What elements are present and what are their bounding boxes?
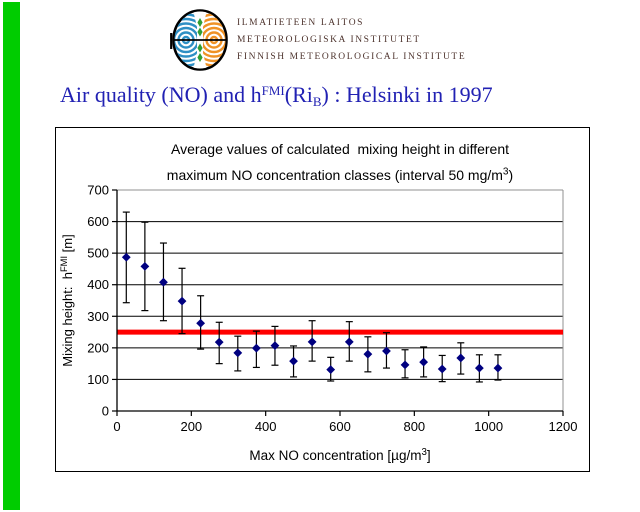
data-point-diamond [251,343,261,353]
x-tick-label: 0 [113,419,120,434]
data-point-diamond [140,262,150,271]
x-tick-label: 200 [180,419,202,434]
y-tick-label: 200 [87,340,109,355]
data-point-diamond [233,348,243,358]
chart-title-line1: Average values of calculated mixing heig… [171,141,509,157]
data-point-diamond [400,360,410,370]
y-tick-label: 300 [87,309,109,324]
y-tick-label: 0 [102,404,109,419]
data-point-diamond [121,252,131,262]
data-point-diamond [159,277,168,287]
x-tick-label: 800 [403,419,425,434]
y-tick-label: 500 [87,246,109,261]
x-axis-label: Max NO concentration [µg/m3] [249,447,430,463]
x-tick-label: 1000 [474,419,503,434]
fmi-logo-graphic [170,9,228,71]
fmi-logo [170,8,230,72]
institute-name-fi: ILMATIETEEN LAITOS [237,18,365,28]
institute-name-block: ILMATIETEEN LAITOS METEOROLOGISKA INSTIT… [237,15,466,66]
data-point-diamond [196,318,206,328]
data-point-diamond [326,365,336,375]
data-point-diamond [270,341,280,351]
data-point-diamond [177,296,187,306]
y-tick-label: 400 [87,277,109,292]
data-point-diamond [437,364,447,374]
chart-svg: 0 100 200 300 400 500 600 700 0 200 400 600 800 1000 1… [59,141,578,463]
x-tick-label: 1200 [549,419,578,434]
data-point-diamond [474,363,484,373]
page-title: Air quality (NO) and hFMI(RiB) : Helsink… [60,82,493,109]
data-point-diamond [419,357,429,367]
logo-green-leaves [197,18,203,62]
chart-title-line2: maximum NO concentration classes (interv… [167,167,513,183]
y-tick-label: 700 [87,183,109,198]
institute-name-sv: METEOROLOGISKA INSTITUTET [237,35,421,45]
institute-name-en: FINNISH METEOROLOGICAL INSTITUTE [237,52,467,62]
data-point-diamond [289,356,298,366]
y-tick-label: 600 [87,214,109,229]
data-point-diamond [214,337,224,347]
data-point-diamond [382,346,391,356]
x-tick-label: 600 [329,419,351,434]
data-point-diamond [456,353,466,363]
accent-bar [3,2,20,510]
y-tick-label: 100 [87,372,109,387]
data-point-diamond [344,337,354,347]
data-point-diamond [493,363,503,373]
y-axis-label: Mixing height: hFMI [m] [59,234,75,366]
x-tick-label: 400 [255,419,277,434]
chart-frame: 0 100 200 300 400 500 600 700 0 200 400 600 800 1000 1… [55,127,590,472]
data-point-diamond [307,337,317,347]
data-point-diamond [363,349,373,359]
